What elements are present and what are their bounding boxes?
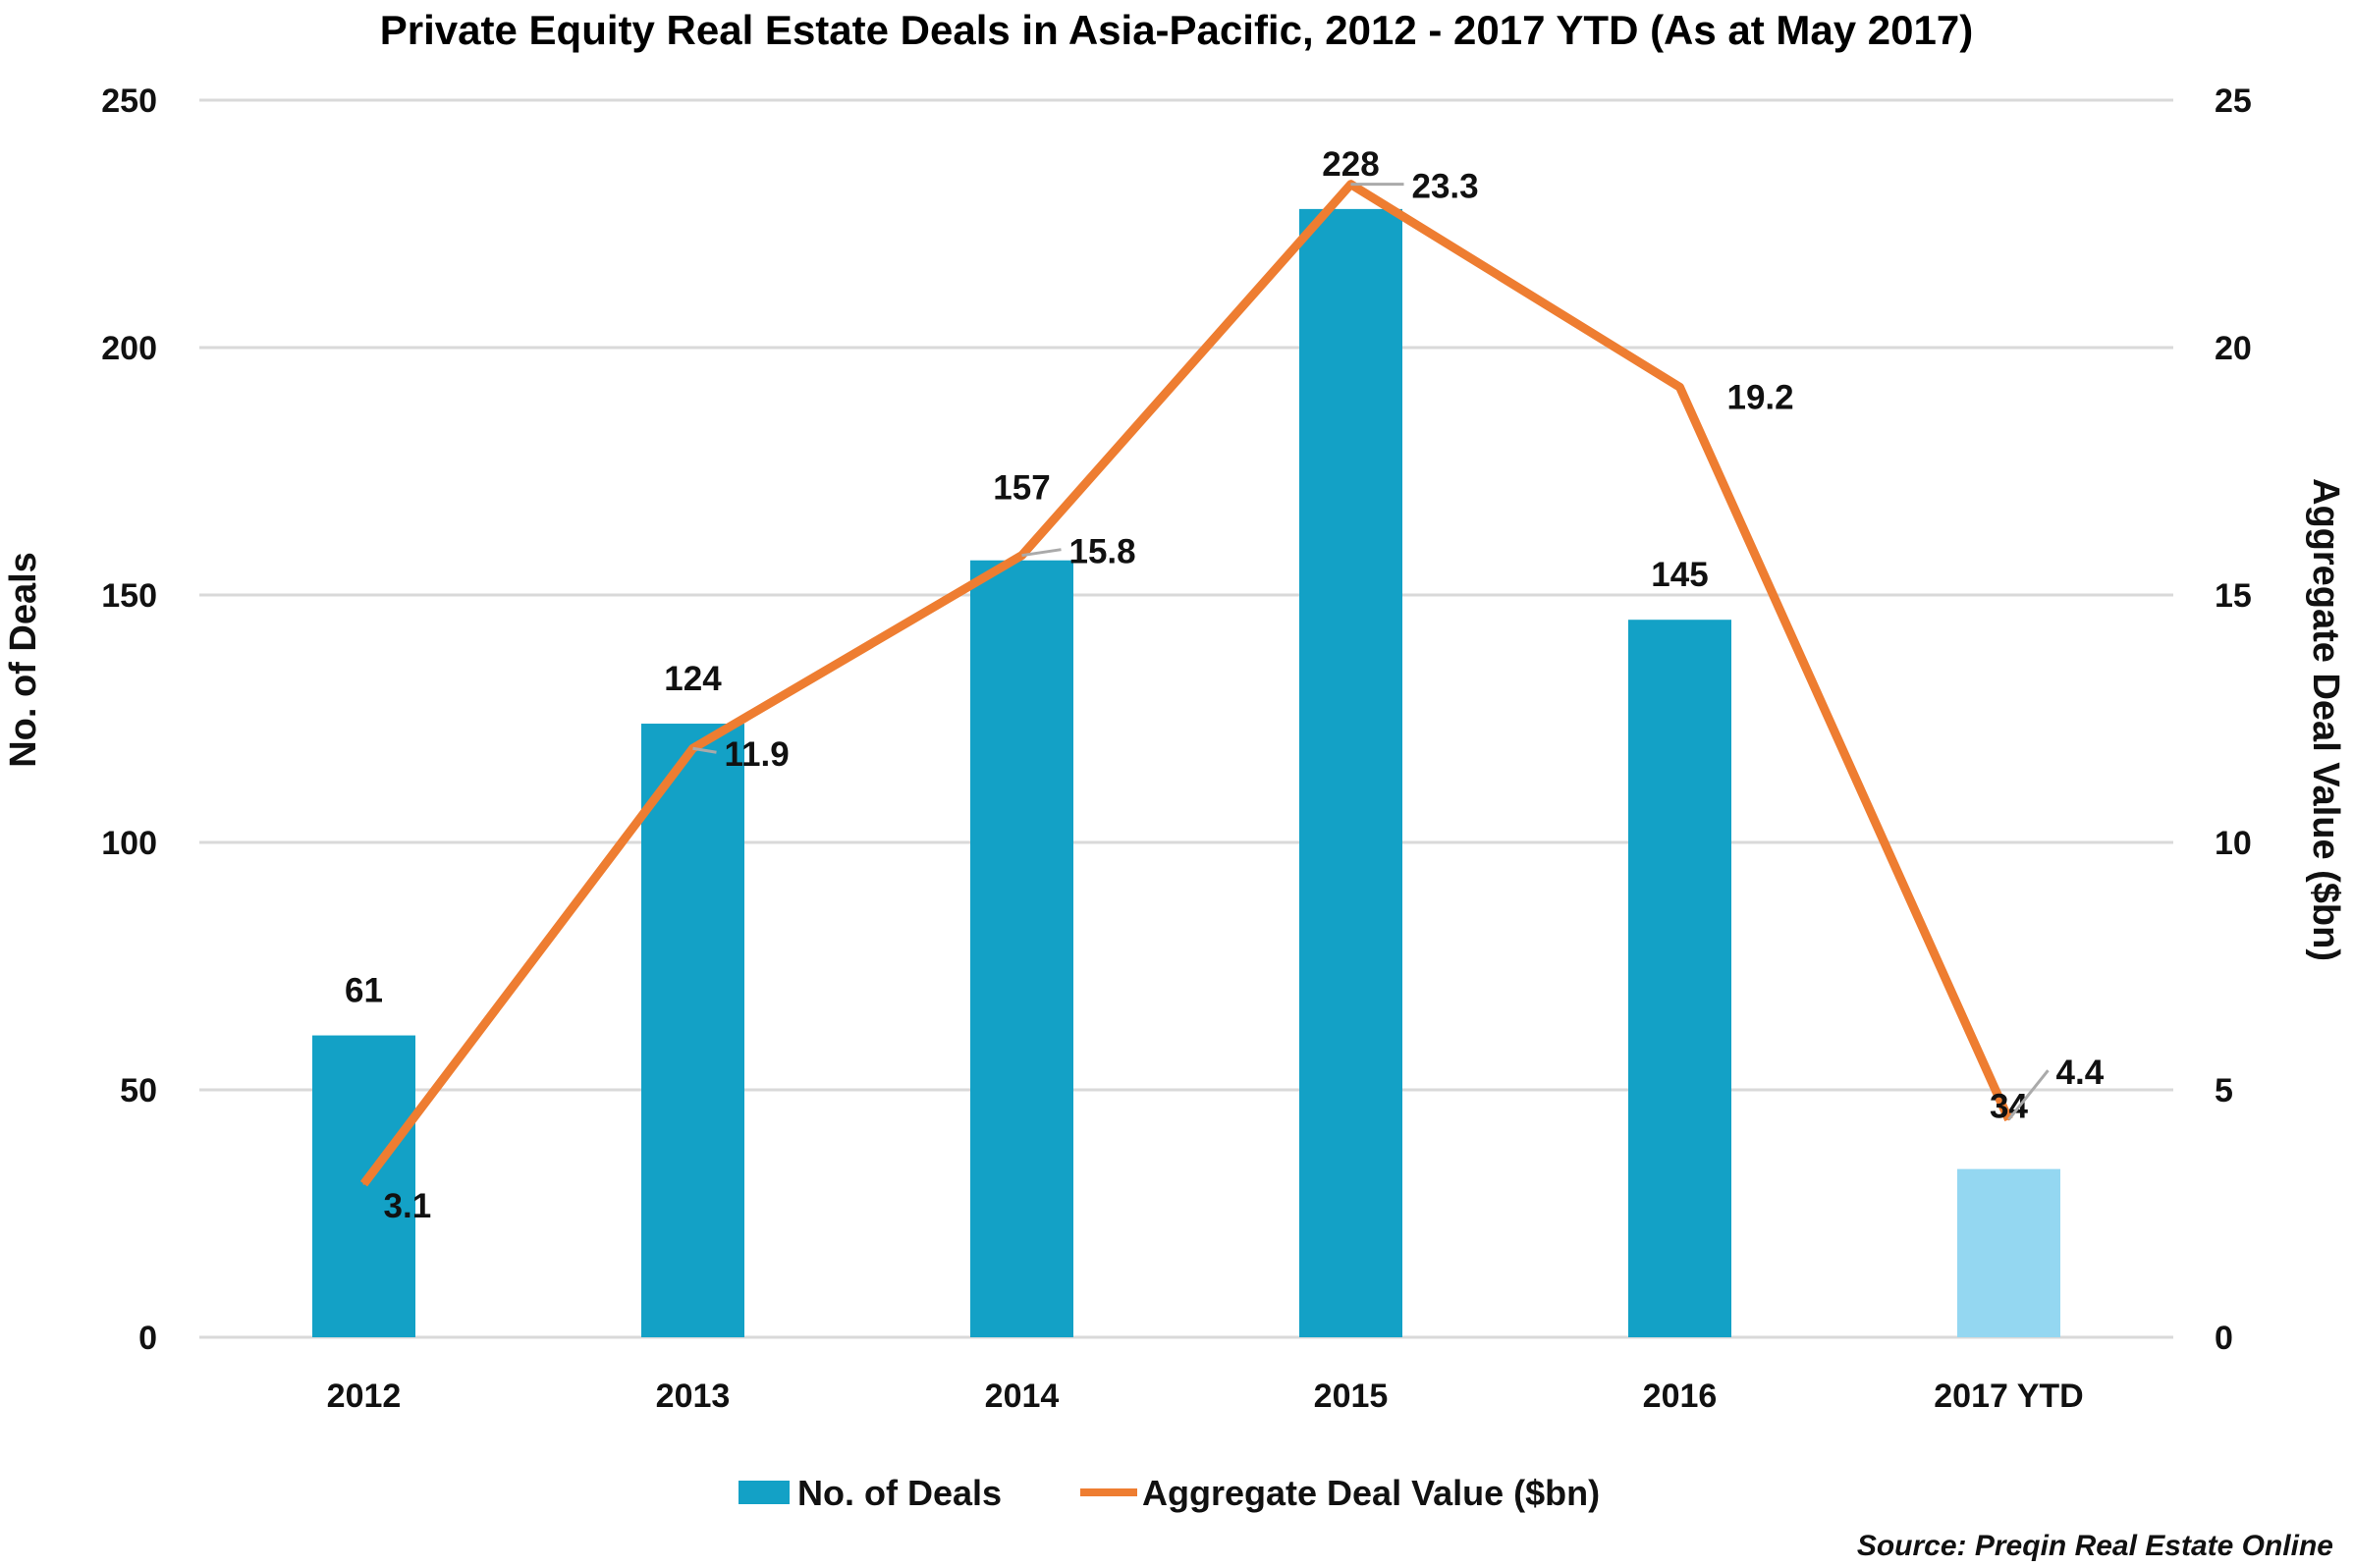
bar [1957, 1168, 2060, 1337]
y2-tick-label: 10 [2215, 825, 2252, 862]
bar [970, 560, 1073, 1337]
line-point [362, 1182, 365, 1185]
bars [312, 208, 2060, 1337]
bar-value-label: 157 [993, 469, 1050, 508]
legend-label-bars: No. of Deals [797, 1473, 1002, 1513]
x-tick-label: 2012 [327, 1378, 402, 1415]
x-tick-label: 2014 [985, 1378, 1060, 1415]
bar [1628, 620, 1731, 1337]
y2-tick-label: 15 [2215, 577, 2252, 615]
gridlines [199, 98, 2173, 1339]
x-tick-label: 2013 [656, 1378, 731, 1415]
legend-swatch-bars [739, 1481, 790, 1504]
axis-ticks: 0 50 100 150 200 250 0 5 10 15 20 25 2012 2013 2014 201… [101, 82, 2252, 1415]
y-tick-label: 100 [101, 825, 157, 862]
bar [312, 1035, 415, 1337]
bar [641, 724, 744, 1337]
leader-line [1021, 548, 1062, 558]
line-value-label: 15.8 [1069, 533, 1136, 571]
line-value-label: 3.1 [384, 1187, 432, 1225]
legend-label-line: Aggregate Deal Value ($bn) [1142, 1473, 1600, 1513]
x-tick-label: 2016 [1643, 1378, 1718, 1415]
y-tick-label: 50 [120, 1072, 157, 1109]
bar-value-label: 34 [1990, 1088, 2028, 1126]
legend: No. of Deals Aggregate Deal Value ($bn) [739, 1473, 1600, 1513]
line-value-label: 4.4 [2056, 1054, 2105, 1092]
y2-tick-label: 0 [2215, 1320, 2233, 1357]
x-tick-label: 2015 [1314, 1378, 1389, 1415]
line-value-label: 23.3 [1412, 168, 1479, 206]
line-value-label: 11.9 [725, 735, 790, 774]
leader-line [2007, 1069, 2050, 1121]
line-path [359, 180, 2013, 1187]
line-value-label: 19.2 [1727, 378, 1794, 416]
source-note: Source: Preqin Real Estate Online [1857, 1530, 2333, 1562]
y-tick-label: 0 [138, 1320, 157, 1357]
y2-tick-label: 20 [2215, 330, 2252, 367]
bar [1299, 208, 1402, 1337]
y-tick-label: 150 [101, 577, 157, 615]
line-point [1678, 386, 1681, 389]
data-labels: 61 124 157 228 145 34 3.1 11.9 15.8 23.3 19.2 4.4 [345, 145, 2105, 1225]
bar-value-label: 124 [664, 660, 722, 698]
bar-value-label: 61 [345, 972, 383, 1010]
y2-tick-label: 25 [2215, 82, 2252, 120]
y2-tick-label: 5 [2215, 1072, 2233, 1109]
bar-value-label: 145 [1651, 556, 1708, 594]
y2-axis-title: Aggregate Deal Value ($bn) [2305, 478, 2346, 961]
bar-value-label: 228 [1322, 145, 1379, 184]
chart-title: Private Equity Real Estate Deals in Asia… [380, 7, 1973, 53]
x-tick-label: 2017 YTD [1934, 1378, 2083, 1415]
y-axis-title: No. of Deals [3, 552, 44, 768]
leader-line [692, 746, 717, 754]
y-tick-label: 250 [101, 82, 157, 120]
line-series [359, 180, 2013, 1187]
y-tick-label: 200 [101, 330, 157, 367]
